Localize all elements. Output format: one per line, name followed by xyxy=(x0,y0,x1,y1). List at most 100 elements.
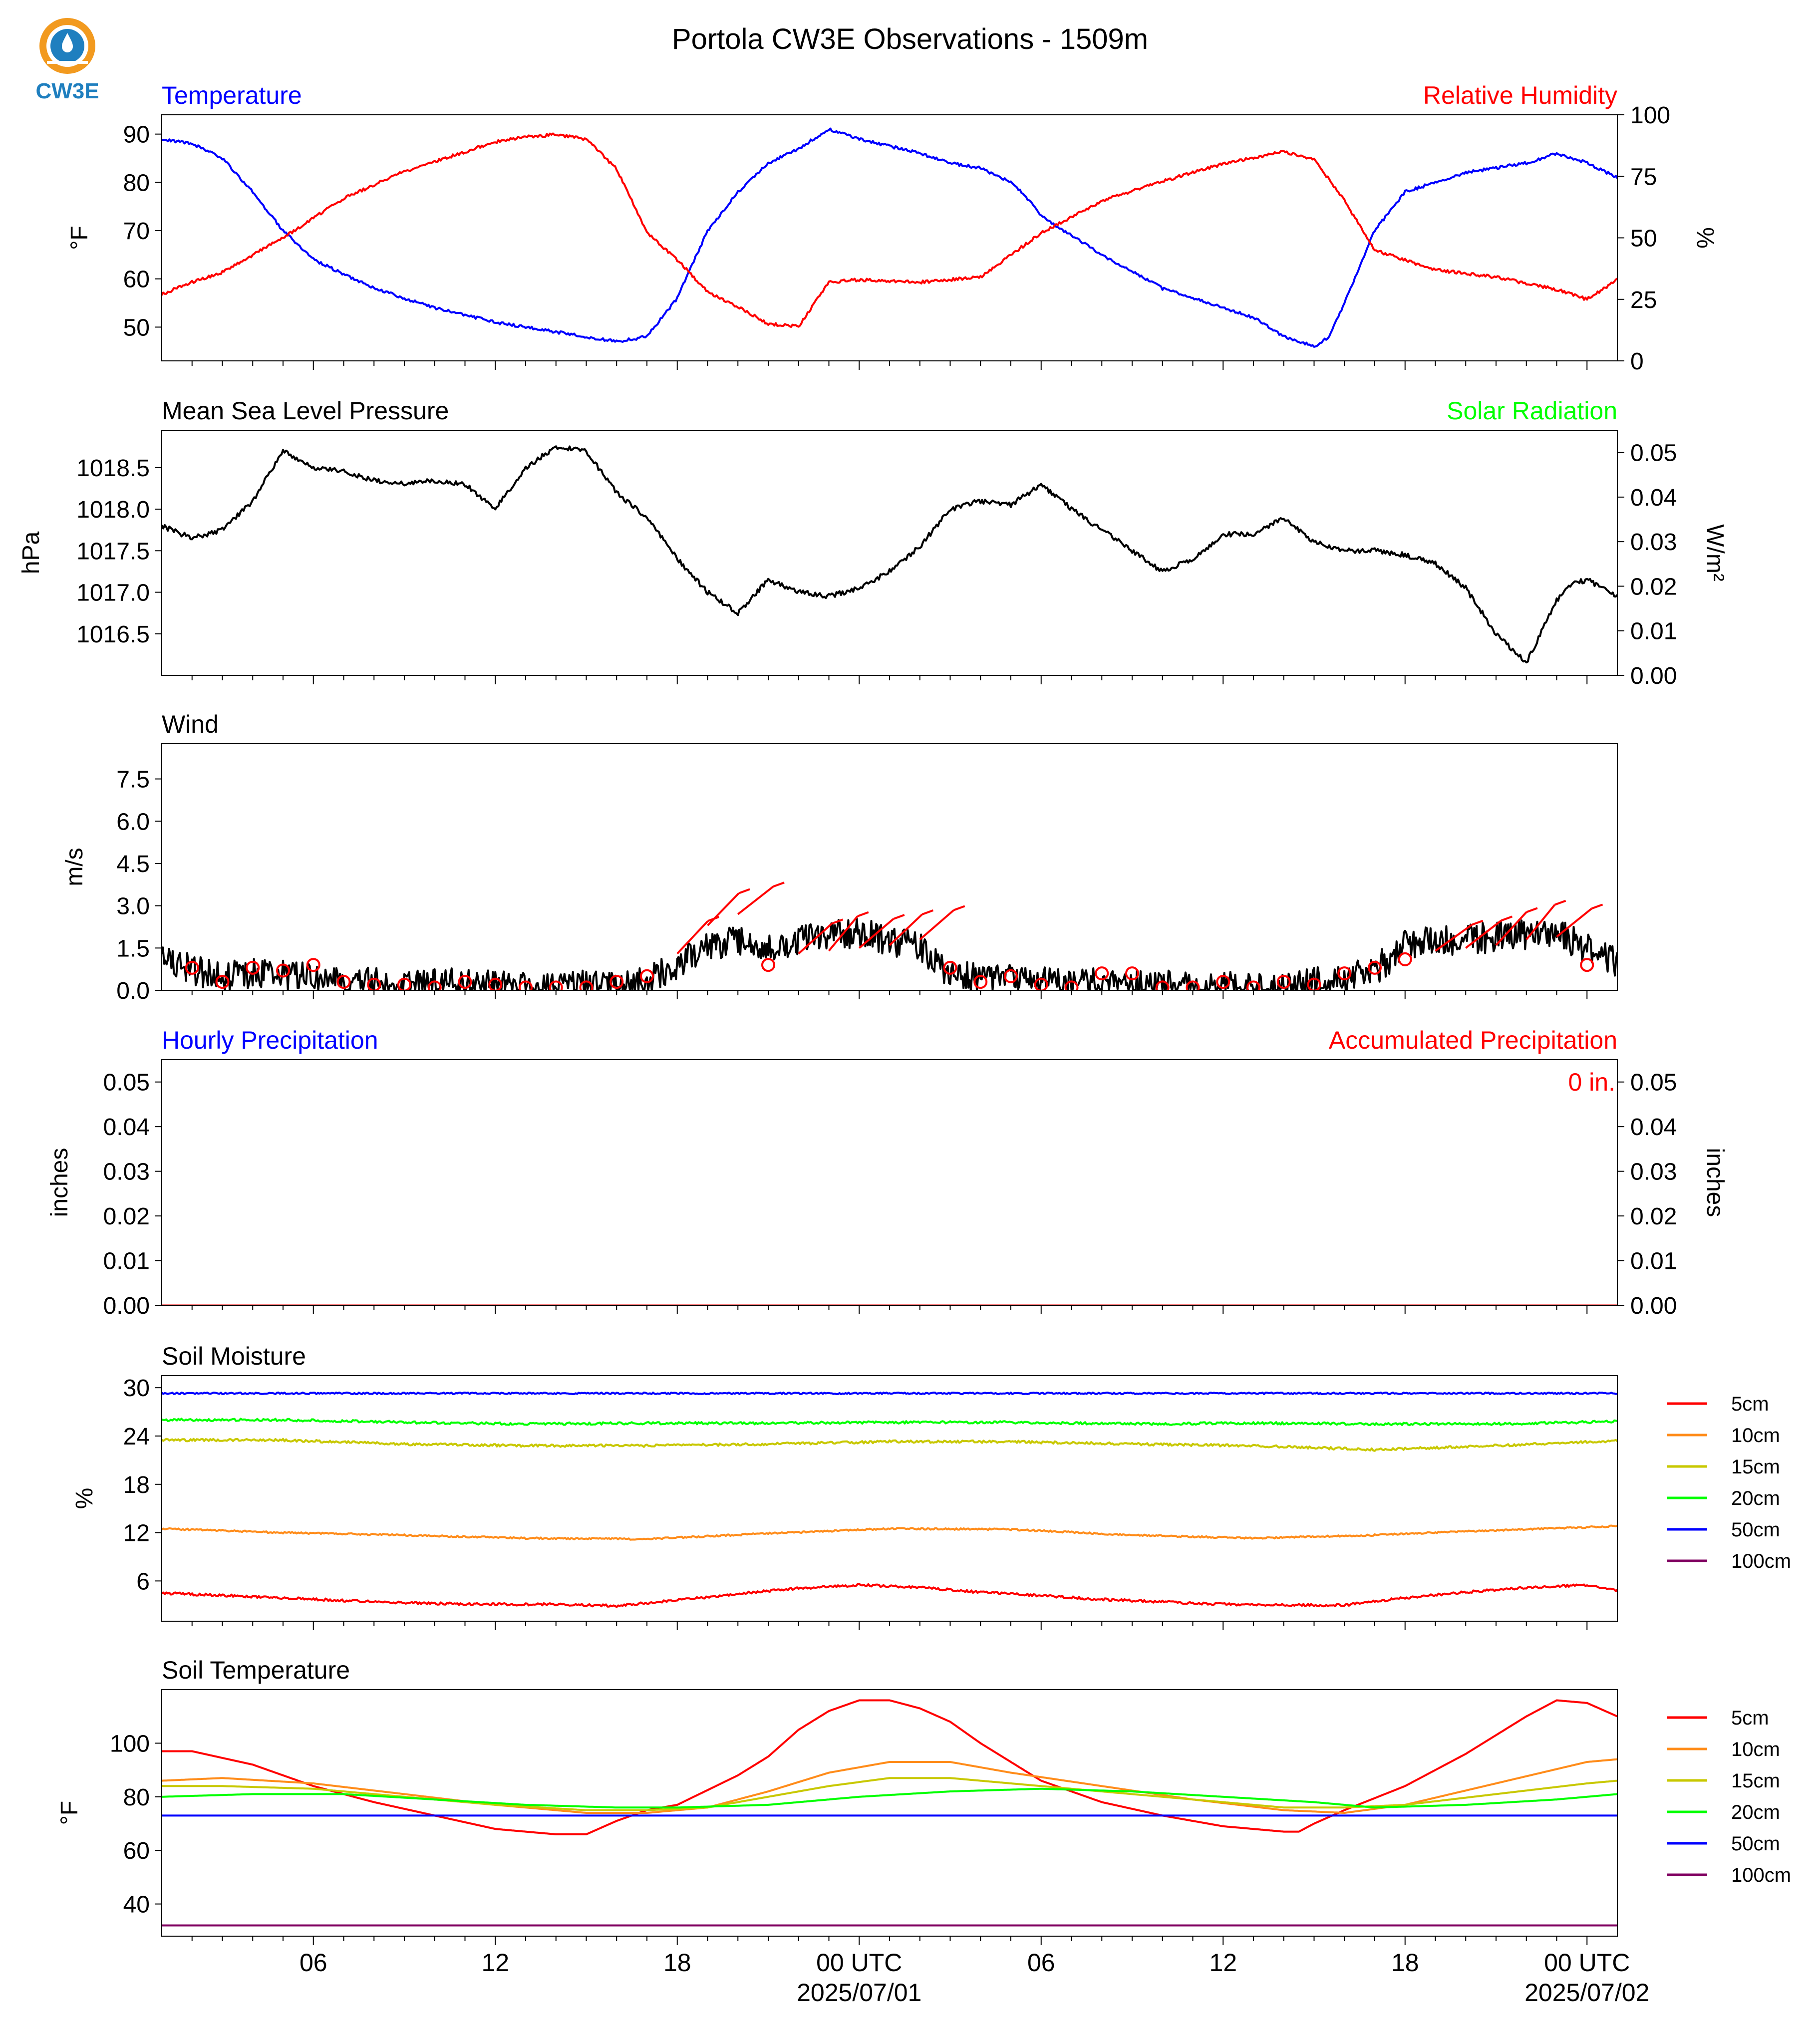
wind-barb-calm xyxy=(1368,960,1382,975)
panel-right-title: Relative Humidity xyxy=(1423,81,1617,109)
x-tick-label: 00 UTC xyxy=(1544,1949,1630,1977)
right-tick-label: 0.03 xyxy=(1630,529,1677,556)
wind-barb-flag xyxy=(1591,903,1603,910)
wind-barb-calm xyxy=(306,958,320,972)
right-tick-label: 0.00 xyxy=(1630,663,1677,689)
x-tick-label: 06 xyxy=(300,1949,327,1977)
wind-barb-calm xyxy=(1064,980,1079,990)
right-axis-label: W/m² xyxy=(1702,524,1728,581)
wind-barb-flag xyxy=(921,909,934,915)
wind-barb-shaft xyxy=(1435,924,1473,952)
wind-barb-calm xyxy=(761,958,775,972)
wind-barb-calm xyxy=(276,963,290,978)
logo-text: CW3E xyxy=(35,79,99,103)
left-tick-label: 0.0 xyxy=(116,978,150,1004)
wind-barb-calm xyxy=(367,977,381,990)
wind-barb-calm xyxy=(1186,980,1200,990)
left-axis-label: % xyxy=(71,1488,98,1509)
wind-barb-calm xyxy=(458,975,472,989)
wind-barb-shaft xyxy=(737,885,774,915)
series-group xyxy=(162,127,1617,348)
wind-barb-calm xyxy=(1580,958,1594,972)
series-group xyxy=(162,1699,1617,1927)
panel-left-title: Soil Temperature xyxy=(162,1656,350,1684)
series-line-relative-humidity xyxy=(162,132,1617,328)
right-tick-label: 25 xyxy=(1630,287,1657,313)
legend-label: 50cm xyxy=(1731,1519,1780,1541)
right-tick-label: 0 xyxy=(1630,348,1644,375)
left-tick-label: 40 xyxy=(123,1892,150,1918)
left-tick-label: 1017.5 xyxy=(76,538,150,565)
left-tick-label: 0.04 xyxy=(103,1114,150,1141)
legend-label: 15cm xyxy=(1731,1770,1780,1792)
left-tick-label: 50 xyxy=(123,314,150,341)
logo-emblem xyxy=(39,18,95,74)
wind-barb-flag xyxy=(773,881,785,887)
plot-frame xyxy=(161,1689,1618,1937)
panel-soil-moisture: Soil Moisture 6 12 18 24 30% 5cm 10cm 15cm 20cm 50… xyxy=(71,1342,1791,1630)
left-tick-label: 1018.0 xyxy=(76,497,150,523)
left-tick-label: 60 xyxy=(123,267,150,293)
series-group xyxy=(162,1391,1617,1608)
left-tick-label: 6 xyxy=(136,1568,150,1595)
right-tick-label: 0.04 xyxy=(1630,1114,1677,1141)
right-tick-label: 50 xyxy=(1630,226,1657,252)
wind-barb-calm xyxy=(1125,966,1139,981)
right-axis-label: % xyxy=(1692,227,1718,249)
wind-barb-calm xyxy=(609,975,624,989)
left-axis-label: inches xyxy=(46,1148,73,1217)
series-line-temperature xyxy=(162,127,1617,348)
series-group xyxy=(162,445,1617,664)
wind-barb-calm xyxy=(1155,980,1170,990)
legend-label: 100cm xyxy=(1731,1864,1791,1886)
left-axis-label: hPa xyxy=(18,531,44,574)
left-tick-label: 60 xyxy=(123,1838,150,1864)
wind-barb-shaft xyxy=(707,892,740,926)
legend-label: 15cm xyxy=(1731,1456,1780,1478)
wind-barb-shaft xyxy=(1465,919,1502,949)
series-line-20cm xyxy=(162,1787,1617,1809)
panel-left-title: Soil Moisture xyxy=(162,1342,306,1370)
left-tick-label: 24 xyxy=(123,1424,150,1450)
wind-barb-flag xyxy=(1554,899,1566,906)
plot-frame xyxy=(161,430,1618,676)
panel-right-title: Solar Radiation xyxy=(1447,397,1617,425)
wind-barb-calm xyxy=(1034,977,1048,990)
x-tick-label: 00 UTC xyxy=(816,1949,902,1977)
wind-barb-flag xyxy=(1526,907,1538,913)
plot-frame xyxy=(161,1375,1618,1622)
left-tick-label: 0.05 xyxy=(103,1070,150,1096)
series-line-5cm xyxy=(162,1699,1617,1835)
left-tick-label: 12 xyxy=(123,1520,150,1547)
left-tick-label: 30 xyxy=(123,1375,150,1402)
legend: 5cm 10cm 15cm 20cm 50cm 100cm xyxy=(1667,1707,1791,1886)
right-tick-label: 0.05 xyxy=(1630,1070,1677,1096)
wind-barb-calm xyxy=(1246,980,1260,990)
left-tick-label: 6.0 xyxy=(116,809,150,835)
left-tick-label: 0.01 xyxy=(103,1248,150,1275)
legend-label: 5cm xyxy=(1731,1707,1769,1729)
panel-left-title: Hourly Precipitation xyxy=(162,1026,378,1054)
right-tick-label: 0.05 xyxy=(1630,440,1677,467)
x-date-label: 2025/07/02 xyxy=(1524,1979,1649,2007)
right-tick-label: 0.02 xyxy=(1630,574,1677,600)
x-tick-label: 06 xyxy=(1027,1949,1055,1977)
wind-barb-calm xyxy=(246,960,260,975)
wind-barb-calm xyxy=(640,969,654,983)
left-tick-label: 0.03 xyxy=(103,1159,150,1185)
right-axis-label: inches xyxy=(1702,1148,1728,1217)
left-tick-label: 1018.5 xyxy=(76,455,150,482)
left-tick-label: 90 xyxy=(123,122,150,148)
left-tick-label: 80 xyxy=(123,170,150,196)
right-tick-label: 0.02 xyxy=(1630,1203,1677,1230)
left-axis-label: °F xyxy=(66,226,93,250)
panel-wind: Wind 0.0 1.5 3.0 4.5 6.0 7.5 m/s xyxy=(61,710,1618,1004)
wind-barb-shaft xyxy=(858,918,895,949)
left-axis-label: m/s xyxy=(61,848,88,886)
right-tick-label: 0.01 xyxy=(1630,1248,1677,1275)
legend-label: 5cm xyxy=(1731,1393,1769,1415)
series-group xyxy=(162,881,1617,990)
wind-barb-shaft xyxy=(889,913,923,946)
wind-barb-calm xyxy=(1307,977,1321,990)
